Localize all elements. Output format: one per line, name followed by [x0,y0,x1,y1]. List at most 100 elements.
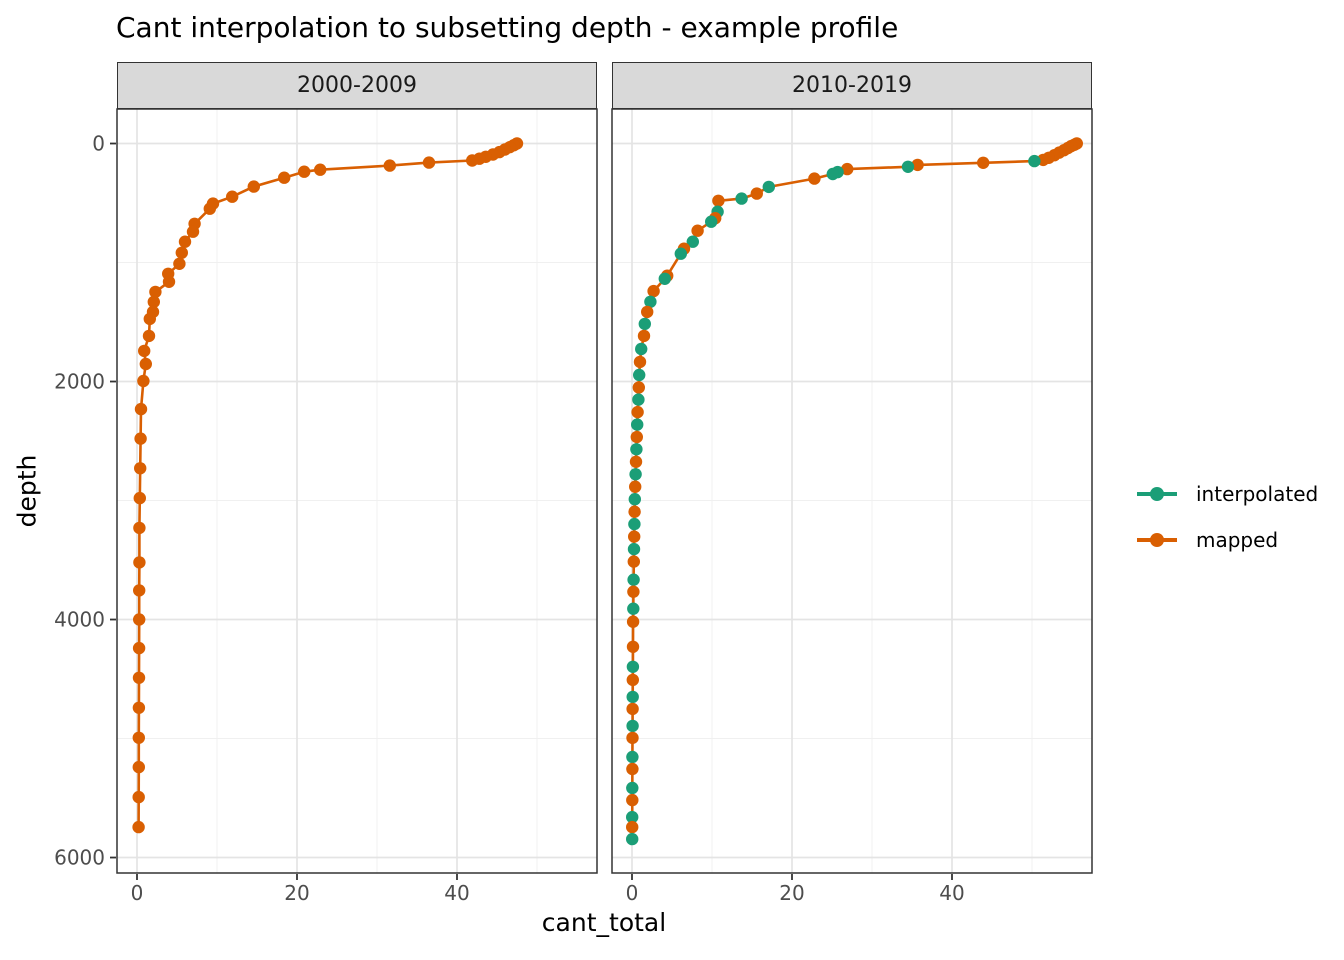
y-axis-ticks: 0 2000 4000 6000 [54,132,116,870]
legend-item-mapped: mapped [1137,528,1318,552]
data-point-mapped [841,162,854,176]
data-point-mapped [626,673,639,687]
data-point-interpolated [705,215,718,228]
data-point-mapped [142,329,156,343]
data-point-mapped [977,156,990,169]
data-point-mapped [162,275,176,288]
data-points [626,137,1084,846]
data-point-interpolated [826,167,839,181]
data-point-mapped [132,671,146,684]
legend-label: mapped [1196,528,1279,552]
data-point-mapped [632,381,645,394]
data-point-mapped [626,793,639,807]
data-point-mapped [133,556,146,569]
legend-item-interpolated: interpolated [1137,482,1319,506]
data-point-interpolated [1028,154,1041,168]
data-point-mapped [626,820,639,834]
x-axis-title: cant_total [541,908,667,937]
facet-panel: 0 20 40 0 2000 4000 6000 [54,108,598,905]
data-point-mapped [132,760,145,774]
data-point-mapped [133,613,146,626]
x-tick-label: 20 [779,881,804,905]
data-point-mapped [132,731,145,744]
legend-label: interpolated [1196,482,1319,506]
data-point-mapped [626,640,640,653]
data-point-mapped [466,154,479,167]
data-point-mapped [186,225,200,238]
data-point-mapped [628,530,641,543]
data-point-mapped [175,246,188,259]
data-point-interpolated [626,781,639,795]
data-point-mapped [627,585,640,598]
data-point-mapped [132,820,145,834]
data-point-interpolated [629,468,642,481]
y-tick-label: 2000 [54,370,105,394]
data-points [132,137,524,834]
data-point-interpolated [626,719,639,733]
data-point-mapped [134,402,148,416]
data-point-mapped [298,165,311,178]
data-point-mapped [626,762,639,776]
data-point-mapped [631,405,644,419]
x-axis-ticks: 0 20 40 [626,874,965,905]
legend-key-interpolated [1137,484,1177,504]
data-point-mapped [626,615,640,628]
data-point-interpolated [626,832,639,846]
panel-border [611,108,1093,874]
data-point-mapped [132,641,146,655]
data-point-mapped [383,159,396,172]
data-point-mapped [203,202,216,215]
data-point-mapped [629,480,642,493]
data-point-interpolated [686,235,699,248]
data-point-mapped [808,172,821,185]
x-axis-ticks: 0 20 40 [131,874,470,905]
data-point-interpolated [762,180,775,194]
facet-panel: 0 20 40 [611,108,1093,905]
data-point-mapped [132,701,146,714]
data-point-mapped [712,194,725,207]
facet-strip-2000-2009: 2000-2009 [117,62,597,109]
data-point-mapped [133,491,146,505]
facet-strip-label: 2000-2009 [297,73,417,98]
legend-point-swatch [1150,533,1164,547]
data-point-mapped [627,555,640,568]
y-tick-label: 6000 [54,846,105,870]
data-point-mapped [178,235,192,248]
data-point-interpolated [628,517,641,531]
x-tick-label: 40 [444,881,469,905]
data-point-mapped [633,355,647,369]
data-point-interpolated [627,573,640,586]
data-point-mapped [278,171,291,184]
data-point-interpolated [635,342,648,356]
plot-title: Cant interpolation to subsetting depth -… [116,11,899,44]
data-point-mapped [139,357,152,371]
data-point-mapped [133,521,146,535]
data-point-mapped [173,257,186,270]
legend: interpolated mapped [1137,482,1319,576]
data-point-mapped [314,163,327,176]
y-axis-title: depth [12,454,42,528]
data-point-mapped [691,224,704,237]
data-point-mapped [143,312,156,326]
data-point-mapped [149,285,162,299]
data-point-interpolated [630,443,643,456]
data-point-mapped [134,462,147,475]
data-point-interpolated [626,660,640,673]
data-point-interpolated [626,690,639,704]
panel-border [116,108,598,874]
data-point-interpolated [632,393,645,406]
data-point-mapped [750,187,763,200]
data-point-mapped [626,731,639,745]
x-tick-label: 0 [131,881,144,905]
data-point-interpolated [627,602,640,615]
data-point-mapped [630,430,643,444]
data-point-mapped [247,180,260,193]
legend-point-swatch [1150,487,1164,501]
data-point-mapped [422,156,436,169]
data-point-mapped [147,295,160,309]
data-point-interpolated [735,192,748,205]
x-tick-label: 40 [939,881,964,905]
legend-key-mapped [1137,530,1177,550]
